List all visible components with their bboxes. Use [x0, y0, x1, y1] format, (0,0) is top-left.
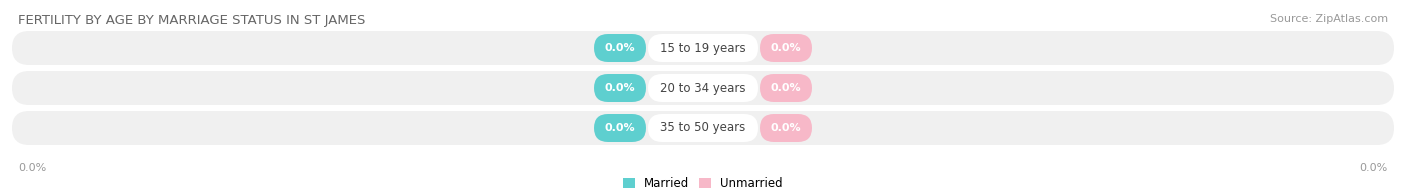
Text: 0.0%: 0.0% — [605, 83, 636, 93]
FancyBboxPatch shape — [13, 71, 1393, 105]
FancyBboxPatch shape — [648, 114, 758, 142]
Text: 0.0%: 0.0% — [770, 123, 801, 133]
FancyBboxPatch shape — [648, 74, 758, 102]
Text: 0.0%: 0.0% — [1360, 163, 1388, 173]
FancyBboxPatch shape — [761, 74, 813, 102]
FancyBboxPatch shape — [761, 34, 813, 62]
Text: 0.0%: 0.0% — [770, 43, 801, 53]
FancyBboxPatch shape — [648, 34, 758, 62]
FancyBboxPatch shape — [761, 114, 813, 142]
Text: 35 to 50 years: 35 to 50 years — [661, 122, 745, 134]
FancyBboxPatch shape — [593, 114, 645, 142]
Text: 15 to 19 years: 15 to 19 years — [661, 42, 745, 54]
Text: Source: ZipAtlas.com: Source: ZipAtlas.com — [1270, 14, 1388, 24]
Text: 20 to 34 years: 20 to 34 years — [661, 82, 745, 94]
Text: FERTILITY BY AGE BY MARRIAGE STATUS IN ST JAMES: FERTILITY BY AGE BY MARRIAGE STATUS IN S… — [18, 14, 366, 27]
FancyBboxPatch shape — [13, 111, 1393, 145]
FancyBboxPatch shape — [593, 74, 645, 102]
Text: 0.0%: 0.0% — [605, 123, 636, 133]
Text: 0.0%: 0.0% — [18, 163, 46, 173]
FancyBboxPatch shape — [593, 34, 645, 62]
FancyBboxPatch shape — [13, 31, 1393, 65]
Legend: Married, Unmarried: Married, Unmarried — [623, 177, 783, 190]
Text: 0.0%: 0.0% — [770, 83, 801, 93]
Text: 0.0%: 0.0% — [605, 43, 636, 53]
